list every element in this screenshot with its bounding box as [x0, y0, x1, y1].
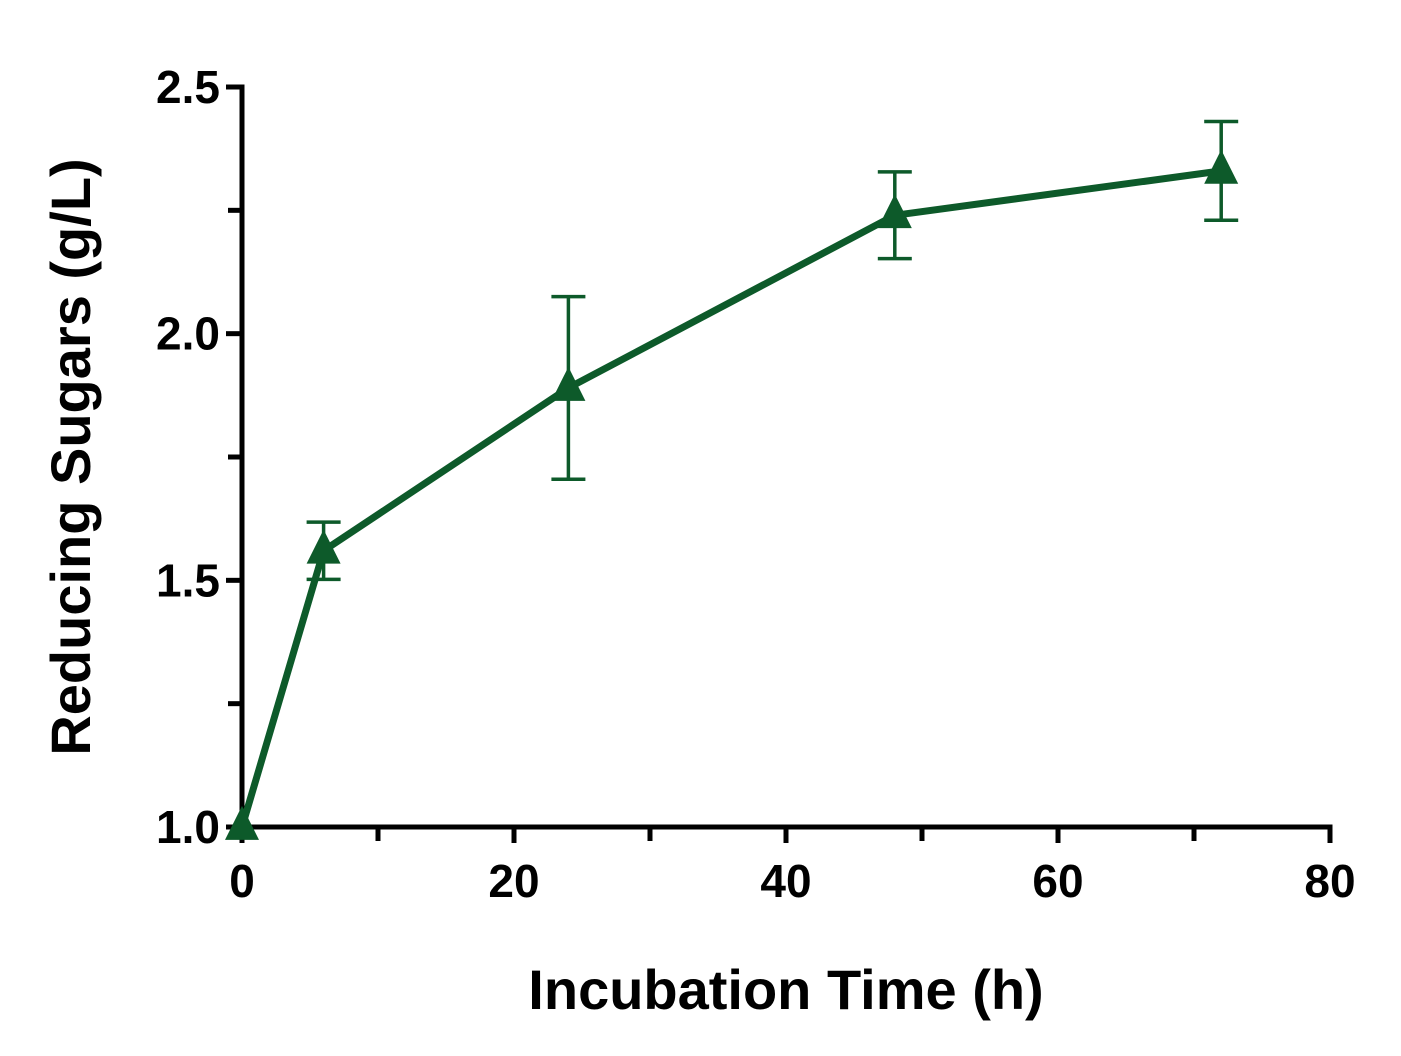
data-point-marker	[306, 529, 341, 564]
x-tick-label: 60	[1032, 855, 1083, 907]
y-tick-label: 2.0	[156, 308, 220, 360]
y-axis-title: Reducing Sugars (g/L)	[39, 158, 102, 755]
data-point-marker	[1204, 149, 1239, 184]
y-tick-label: 1.5	[156, 554, 220, 606]
axes	[239, 84, 1333, 830]
data-point-marker	[877, 194, 912, 229]
series-layer	[225, 119, 1239, 840]
x-axis-title: Incubation Time (h)	[528, 958, 1043, 1021]
y-tick-label: 2.5	[156, 61, 220, 113]
x-tick-label: 0	[229, 855, 255, 907]
x-tick-label: 80	[1304, 855, 1355, 907]
y-tick-label: 1.0	[156, 801, 220, 853]
data-point-marker	[551, 366, 586, 401]
data-point-marker	[225, 805, 259, 840]
x-tick-label: 20	[488, 855, 539, 907]
ticks: 0 20 40 60 80 1.0 1.5 2.0 2.5	[156, 61, 1356, 907]
series-line	[238, 167, 1222, 828]
x-tick-label: 40	[760, 855, 811, 907]
